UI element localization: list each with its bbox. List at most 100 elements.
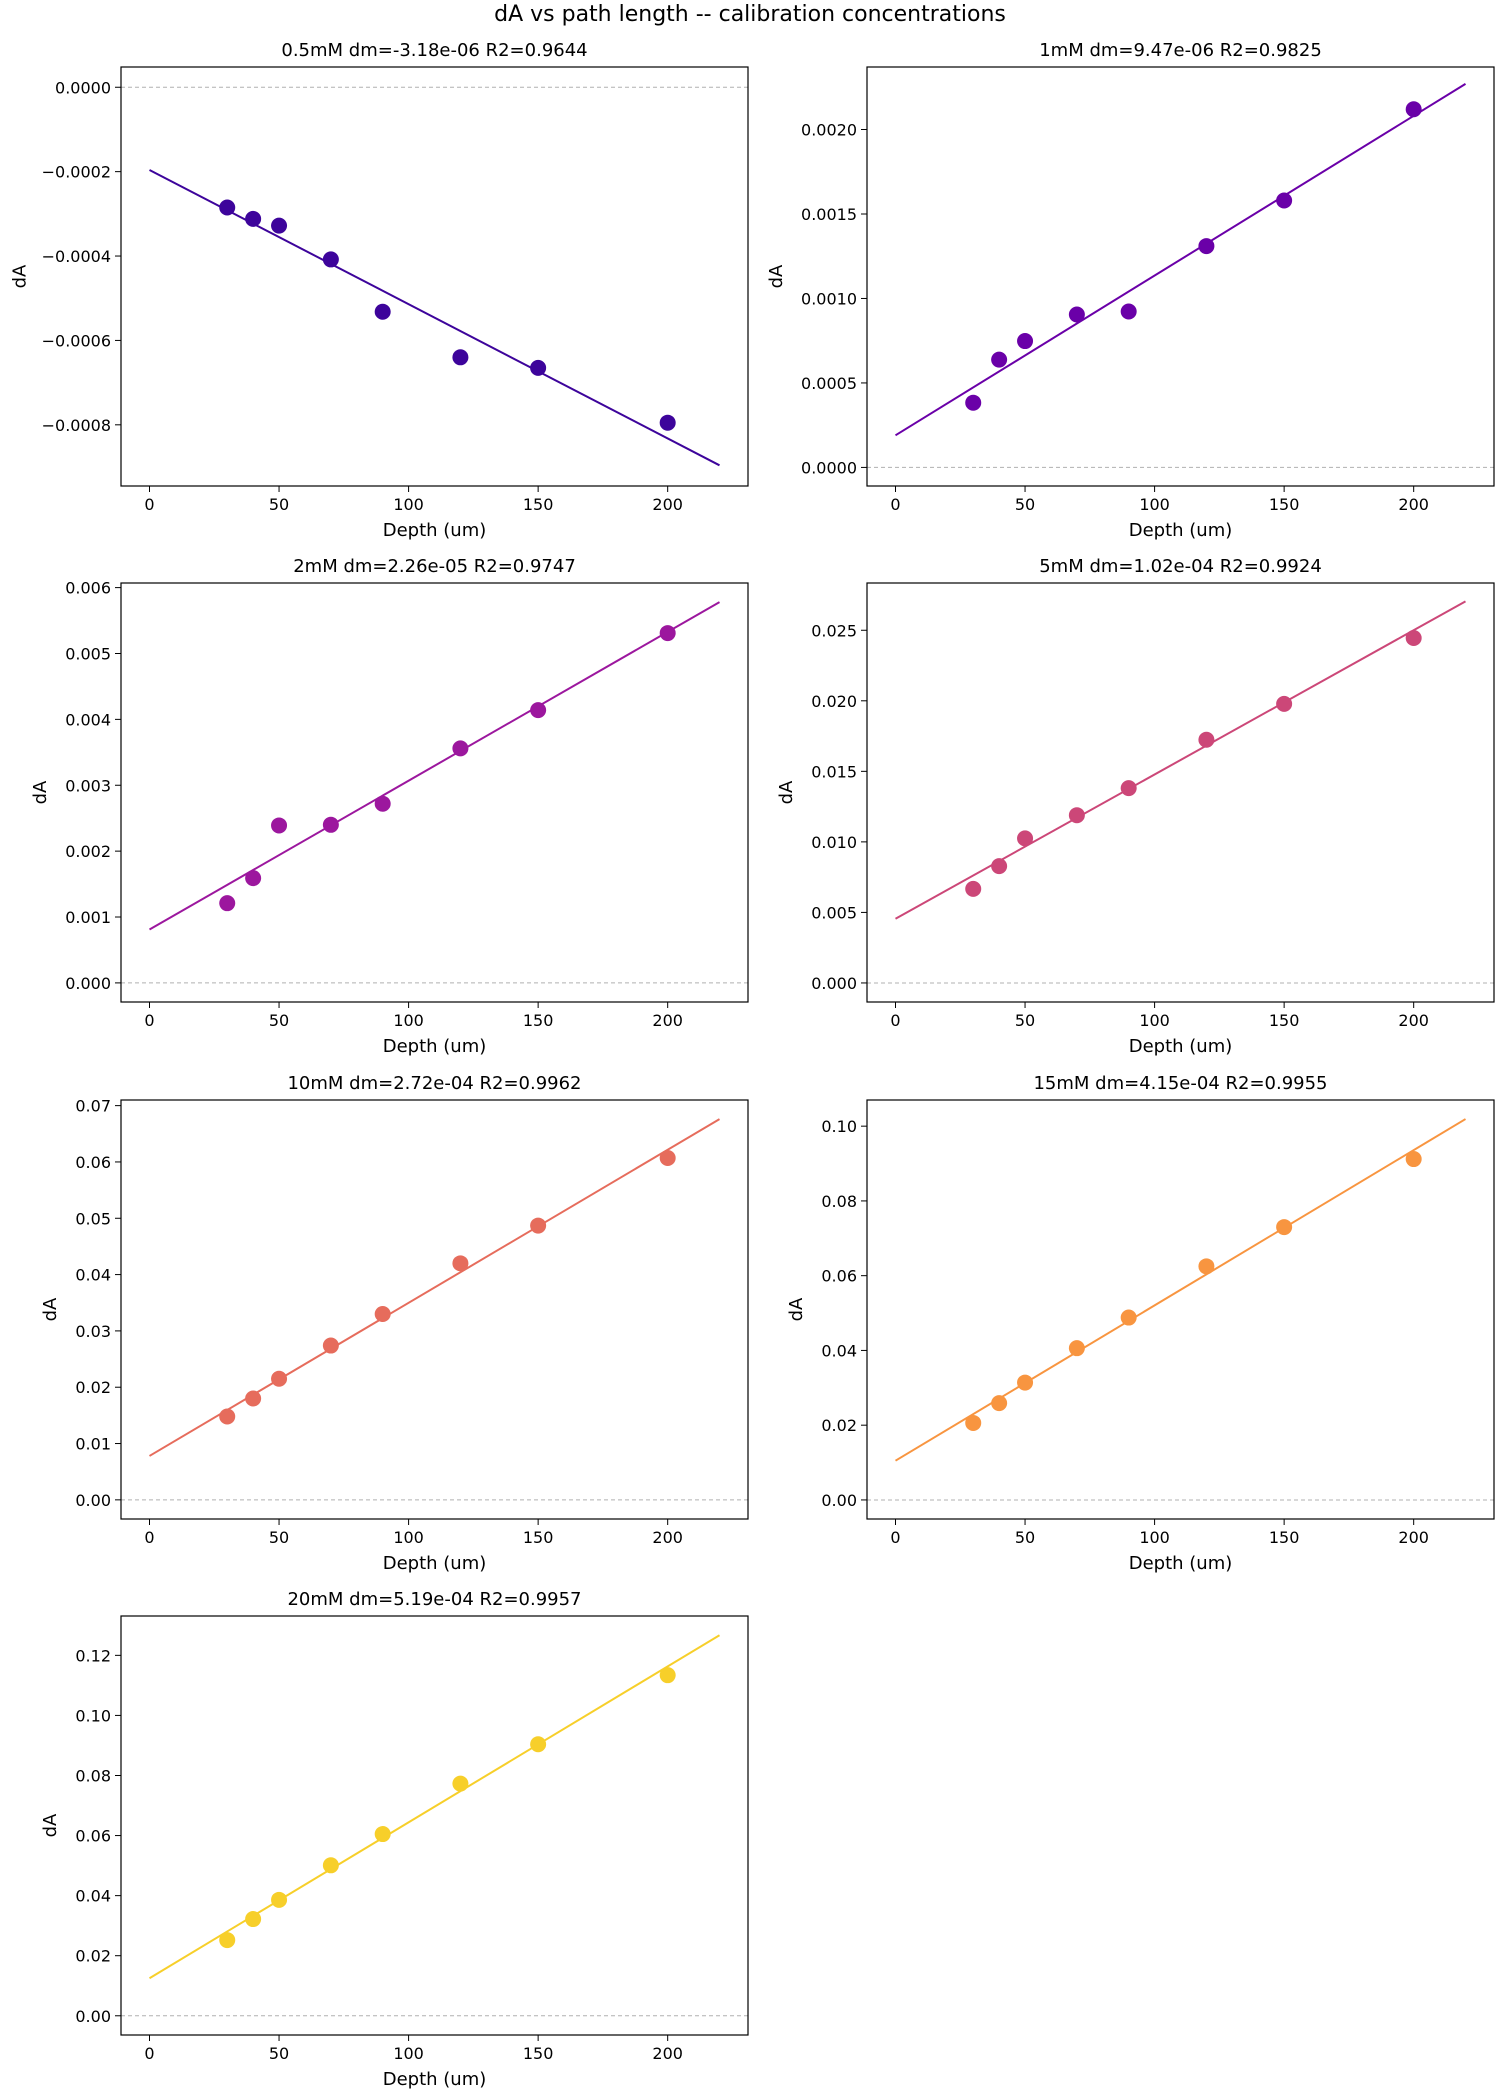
y-tick-label: −0.0006 <box>42 331 111 350</box>
y-tick-label: 0.0015 <box>801 205 857 224</box>
data-point <box>245 1911 262 1928</box>
axes-frame <box>866 1099 1495 1520</box>
y-tick-label: 0.10 <box>821 1117 857 1136</box>
x-tick-label: 150 <box>523 495 554 514</box>
x-tick-label: 0 <box>890 1528 900 1547</box>
fit-line <box>148 1118 721 1457</box>
y-tick-label: 0.00 <box>75 1491 111 1510</box>
data-point <box>530 1736 547 1753</box>
fit-line <box>894 1118 1467 1462</box>
data-point <box>322 1337 339 1354</box>
data-point <box>374 1306 391 1323</box>
y-tick-label: 0.08 <box>821 1192 857 1211</box>
y-axis-label: dA <box>30 780 51 804</box>
data-point <box>1068 306 1085 323</box>
y-tick-label: 0.03 <box>75 1322 111 1341</box>
data-point <box>1068 1340 1085 1357</box>
fit-line <box>149 169 720 467</box>
data-point <box>965 880 982 897</box>
y-tick-label: 0.0020 <box>801 121 857 140</box>
data-point <box>374 795 391 812</box>
y-axis-label: dA <box>10 264 31 288</box>
data-point <box>322 251 339 268</box>
data-point <box>1198 731 1215 748</box>
subplot-title: 15mM dm=4.15e-04 R2=0.9955 <box>1033 1073 1327 1094</box>
data-point <box>1120 303 1137 320</box>
x-tick-label: 150 <box>523 1011 554 1030</box>
x-tick-label: 0 <box>144 1528 154 1547</box>
data-point <box>530 1217 547 1234</box>
data-point <box>219 1932 236 1949</box>
fit-line <box>148 1634 721 1980</box>
data-point <box>1017 830 1034 847</box>
subplot-title: 2mM dm=2.26e-05 R2=0.9747 <box>293 556 576 577</box>
data-point <box>219 1408 236 1425</box>
subplot-1: 0 50 100 150 200 0.0000 −0.0002 −0.0004 −0.0006 −… <box>10 40 749 541</box>
y-tick-label: 0.02 <box>75 1378 111 1397</box>
data-point <box>1405 630 1422 647</box>
y-tick-label: 0.04 <box>75 1266 111 1285</box>
x-axis-label: Depth (um) <box>383 2069 487 2090</box>
data-point <box>1120 780 1137 797</box>
y-tick-label: 0.10 <box>75 1706 111 1725</box>
data-point <box>1120 1309 1137 1326</box>
x-tick-label: 150 <box>1269 495 1300 514</box>
data-point <box>965 1414 982 1431</box>
y-tick-label: 0.0000 <box>801 458 857 477</box>
figure-suptitle: dA vs path length -- calibration concent… <box>494 2 1006 27</box>
x-tick-label: 150 <box>1269 1011 1300 1030</box>
x-tick-label: 200 <box>652 1528 683 1547</box>
y-tick-label: 0.005 <box>811 903 857 922</box>
data-point <box>1068 807 1085 824</box>
data-point <box>991 858 1008 875</box>
fit-line <box>894 83 1467 437</box>
data-point <box>1017 333 1034 350</box>
x-tick-label: 200 <box>652 1011 683 1030</box>
x-tick-label: 50 <box>1015 1528 1035 1547</box>
y-tick-label: 0.0000 <box>55 78 111 97</box>
x-tick-label: 50 <box>269 1011 289 1030</box>
y-axis-label: dA <box>40 1297 61 1321</box>
axes-frame <box>866 582 1495 1003</box>
data-point <box>659 1667 676 1684</box>
data-point <box>1198 238 1215 255</box>
x-tick-label: 50 <box>1015 1011 1035 1030</box>
data-point <box>374 1826 391 1843</box>
data-point <box>271 1370 288 1387</box>
y-tick-label: 0.02 <box>75 1947 111 1966</box>
data-point <box>452 1255 469 1272</box>
y-tick-label: −0.0002 <box>42 163 111 182</box>
y-tick-label: 0.04 <box>821 1341 857 1360</box>
x-tick-label: 50 <box>269 2044 289 2063</box>
x-axis-label: Depth (um) <box>1129 1553 1233 1574</box>
x-tick-label: 100 <box>393 495 424 514</box>
y-tick-label: 0.005 <box>65 644 111 663</box>
y-tick-label: 0.003 <box>65 776 111 795</box>
data-point <box>452 1775 469 1792</box>
data-point <box>322 1857 339 1874</box>
y-tick-label: −0.0008 <box>42 416 111 435</box>
subplot-title: 10mM dm=2.72e-04 R2=0.9962 <box>287 1073 581 1094</box>
x-tick-label: 50 <box>269 495 289 514</box>
data-point <box>374 303 391 320</box>
fit-line <box>895 600 1466 920</box>
x-tick-label: 100 <box>393 1528 424 1547</box>
x-axis-label: Depth (um) <box>1129 520 1233 541</box>
data-point <box>219 895 236 912</box>
data-point <box>271 817 288 834</box>
data-point <box>245 870 262 887</box>
data-point <box>219 199 236 216</box>
y-axis-label: dA <box>40 1813 61 1837</box>
subplot-title: 1mM dm=9.47e-06 R2=0.9825 <box>1039 40 1322 61</box>
y-axis-label: dA <box>786 1297 807 1321</box>
x-tick-label: 100 <box>1139 1528 1170 1547</box>
data-point <box>530 359 547 376</box>
y-tick-label: 0.006 <box>65 579 111 598</box>
x-tick-label: 0 <box>890 495 900 514</box>
subplot-3: 0 50 100 150 200 0.000 0.001 0.002 0.003 0.004 0.0… <box>30 556 749 1057</box>
x-axis-label: Depth (um) <box>383 520 487 541</box>
x-tick-label: 150 <box>1269 1528 1300 1547</box>
axes-frame <box>120 1099 749 1520</box>
x-tick-label: 0 <box>890 1011 900 1030</box>
